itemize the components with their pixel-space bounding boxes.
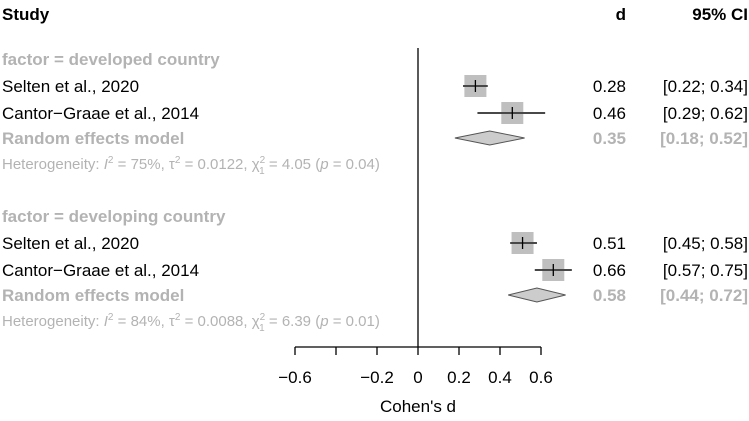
heterogeneity-text: Heterogeneity: I2 = 84%, τ2 = 0.0088, χ2…	[2, 312, 380, 334]
ci-value: [0.45; 0.58]	[663, 234, 748, 253]
x-tick-label: 0.2	[447, 368, 471, 387]
ci-value: [0.29; 0.62]	[663, 104, 748, 123]
pooled-ci-value: [0.44; 0.72]	[660, 286, 748, 305]
pooled-effect-value: 0.58	[593, 286, 626, 305]
x-tick-label: 0	[413, 368, 422, 387]
x-tick-label: −0.2	[360, 368, 394, 387]
pooled-ci-value: [0.18; 0.52]	[660, 129, 748, 148]
study-name: Selten et al., 2020	[2, 77, 139, 96]
ci-value: [0.57; 0.75]	[663, 261, 748, 280]
x-tick-label: 0.6	[529, 368, 553, 387]
x-tick-label: 0.4	[488, 368, 512, 387]
pooled-diamond	[508, 287, 566, 303]
effect-value: 0.46	[593, 104, 626, 123]
effect-value: 0.66	[593, 261, 626, 280]
header-ci: 95% CI	[692, 5, 748, 24]
heterogeneity-text: Heterogeneity: I2 = 75%, τ2 = 0.0122, χ2…	[2, 155, 380, 177]
pooled-diamond	[454, 130, 525, 146]
x-axis-label: Cohen's d	[380, 397, 456, 416]
study-name: Cantor−Graae et al., 2014	[2, 261, 199, 280]
pooled-effect-value: 0.35	[593, 129, 626, 148]
pooled-label: Random effects model	[2, 129, 184, 148]
x-tick-label: −0.6	[278, 368, 312, 387]
study-name: Selten et al., 2020	[2, 234, 139, 253]
pooled-label: Random effects model	[2, 286, 184, 305]
subgroup-label: factor = developed country	[2, 50, 220, 69]
study-name: Cantor−Graae et al., 2014	[2, 104, 199, 123]
subgroup-label: factor = developing country	[2, 207, 226, 226]
effect-value: 0.28	[593, 77, 626, 96]
ci-value: [0.22; 0.34]	[663, 77, 748, 96]
header-effect: d	[616, 5, 626, 24]
header-study: Study	[2, 5, 50, 24]
effect-value: 0.51	[593, 234, 626, 253]
